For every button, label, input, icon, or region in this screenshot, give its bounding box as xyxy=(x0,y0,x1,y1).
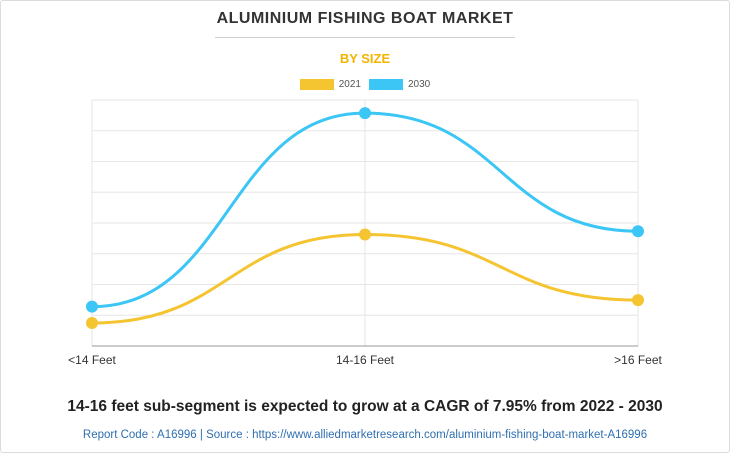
chart-legend: 2021 2030 xyxy=(0,79,730,90)
legend-swatch-2030 xyxy=(369,79,403,90)
legend-swatch-2021 xyxy=(299,79,334,90)
chart-title: ALUMINIUM FISHING BOAT MARKET xyxy=(216,10,514,27)
legend-label-2030: 2030 xyxy=(408,79,431,90)
x-tick-label: <14 Feet xyxy=(68,353,116,367)
legend-item-2030[interactable]: 2030 xyxy=(369,79,430,90)
data-point-2021 xyxy=(632,294,644,307)
x-tick-label: 14-16 Feet xyxy=(336,353,395,367)
title-divider xyxy=(215,37,515,38)
chart-subtitle: BY SIZE xyxy=(339,51,391,66)
x-tick-label: >16 Feet xyxy=(614,353,662,367)
data-point-2021 xyxy=(86,317,98,330)
chart-headline: 14-16 feet sub-segment is expected to gr… xyxy=(67,398,663,415)
data-point-2030 xyxy=(86,300,98,313)
legend-label-2021: 2021 xyxy=(338,79,361,90)
data-point-2021 xyxy=(359,228,371,241)
legend-item-2021[interactable]: 2021 xyxy=(299,79,361,90)
report-source-line[interactable]: Report Code : A16996 | Source : https://… xyxy=(82,429,648,441)
data-point-2030 xyxy=(359,107,371,120)
data-point-2030 xyxy=(632,225,644,238)
